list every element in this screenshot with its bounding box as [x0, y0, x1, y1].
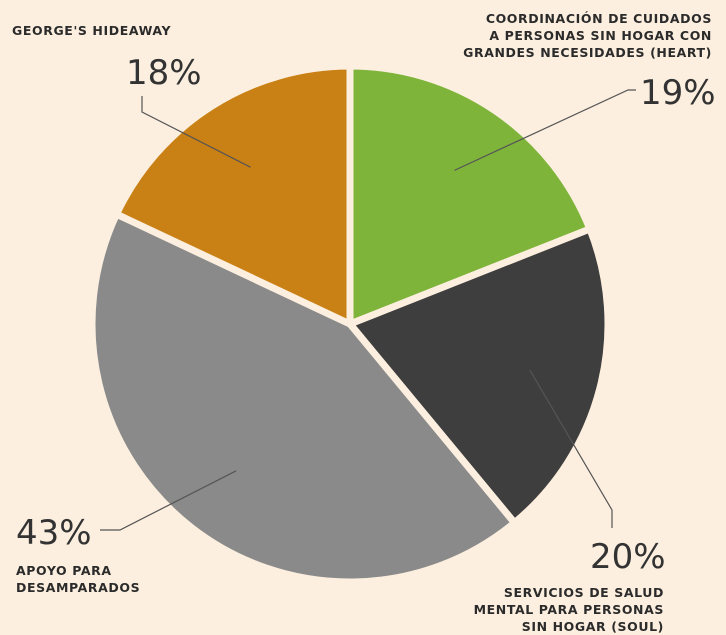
slice-label-apoyo-line-1: APOYO PARA — [16, 563, 112, 578]
slice-label-soul-line-2: MENTAL PARA PERSONAS — [473, 602, 664, 617]
slice-label-apoyo-line-2: DESAMPARADOS — [16, 580, 141, 595]
slice-label-soul-line-3: SIN HOGAR (SOUL) — [521, 619, 664, 634]
slice-label-soul: SERVICIOS DE SALUD MENTAL PARA PERSONAS … — [474, 584, 664, 635]
slice-label-georges: GEORGE'S HIDEAWAY — [12, 22, 171, 39]
slice-label-georges-line-1: GEORGE'S HIDEAWAY — [12, 23, 172, 38]
pie-slice-soul — [346, 225, 612, 527]
pie-slice-heart — [346, 62, 594, 328]
slice-value-heart: 19% — [640, 73, 716, 113]
leader-line-apoyo — [100, 470, 237, 531]
leader-line-heart — [454, 89, 636, 171]
slice-value-soul: 20% — [590, 537, 666, 577]
leader-line-soul — [529, 369, 613, 528]
slice-label-heart-line-3: GRANDES NECESIDADES (HEART) — [463, 45, 712, 60]
pie-slice-georges — [113, 62, 354, 328]
slice-label-heart: COORDINACIÓN DE CUIDADOS A PERSONAS SIN … — [463, 10, 712, 61]
slice-label-heart-line-1: COORDINACIÓN DE CUIDADOS — [485, 11, 712, 26]
slice-label-heart-line-2: A PERSONAS SIN HOGAR CON — [489, 28, 712, 43]
leader-line-georges — [141, 96, 251, 168]
slice-label-apoyo: APOYO PARA DESAMPARADOS — [16, 562, 140, 596]
slice-value-apoyo: 43% — [16, 513, 92, 553]
slice-value-georges: 18% — [126, 53, 202, 93]
leader-lines — [100, 89, 636, 531]
slice-label-soul-line-1: SERVICIOS DE SALUD — [503, 585, 664, 600]
